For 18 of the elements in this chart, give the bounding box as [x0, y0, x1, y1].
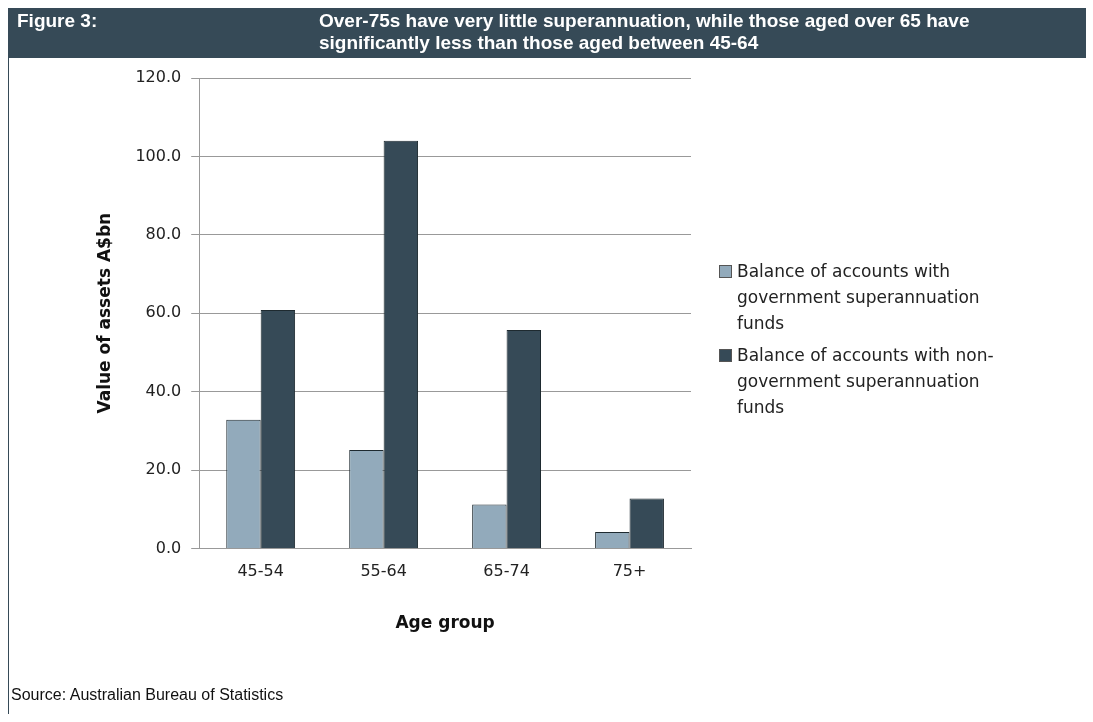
x-tick-label: 75+ — [612, 561, 647, 581]
x-tick-label: 65-74 — [483, 561, 530, 581]
y-tick-label: 20.0 — [145, 459, 182, 479]
x-axis-title: Age group — [395, 612, 495, 633]
y-tick-label: 0.0 — [155, 537, 182, 557]
y-tick-label: 100.0 — [135, 145, 182, 165]
legend-label: Balance of accounts with government superannuation funds — [737, 260, 981, 335]
y-tick-label: 60.0 — [145, 302, 182, 322]
chart-title: Over-75s have very little superannuation, while those aged over 65 have significantly less than those aged between 45-64 — [319, 10, 971, 54]
caption: Figure 3: — [17, 10, 99, 33]
y-tick-label: 120.0 — [135, 67, 182, 87]
legend-label: Balance of accounts with non-government superannuation funds — [737, 344, 995, 419]
y-tick-label: 80.0 — [145, 223, 182, 243]
y-tick-label: 40.0 — [145, 380, 182, 400]
source-note: Source: Australian Bureau of Statistics — [11, 686, 284, 704]
x-tick-label: 45-54 — [237, 561, 284, 581]
y-axis-title: Value of assets A$bn — [93, 212, 114, 414]
x-tick-label: 55-64 — [360, 561, 407, 581]
